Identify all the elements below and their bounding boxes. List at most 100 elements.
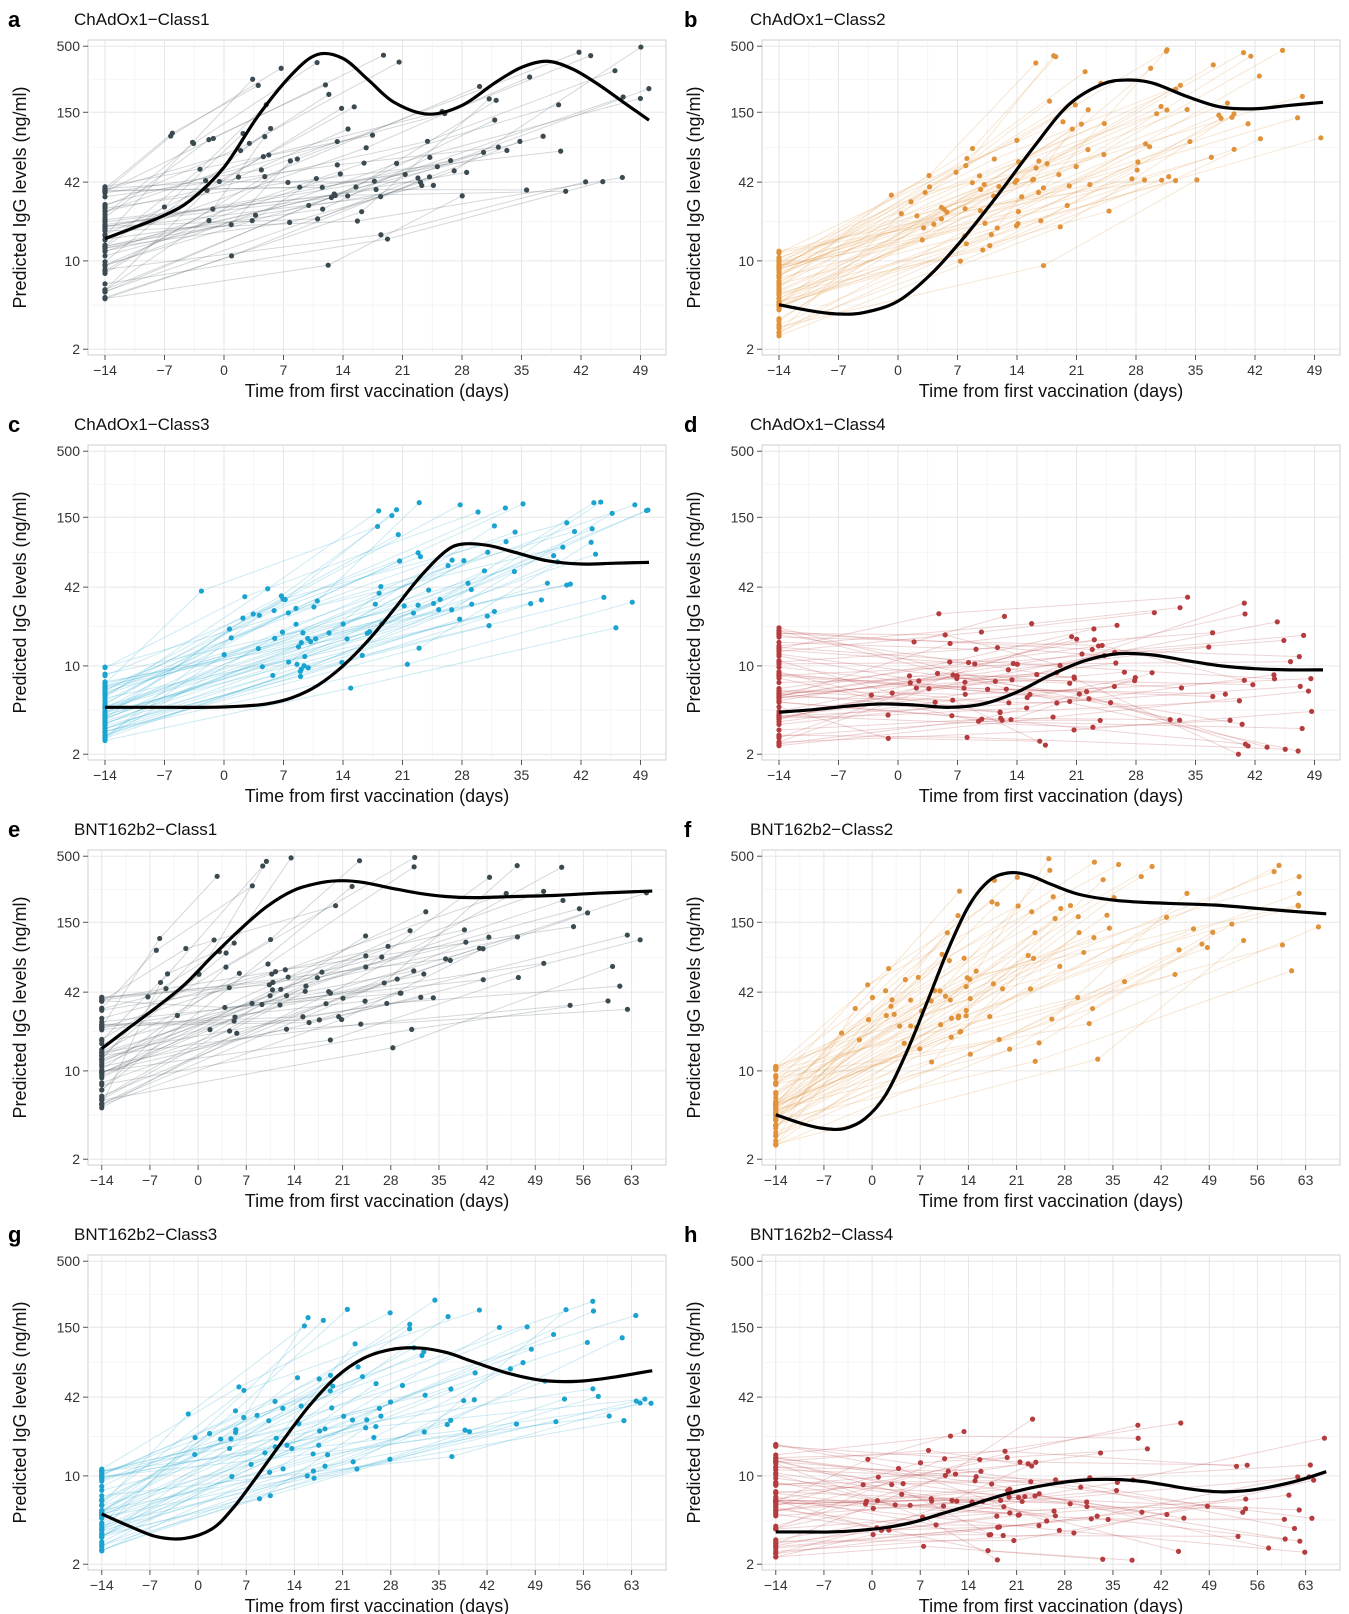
mean-curve <box>778 651 1324 714</box>
data-point <box>393 160 400 166</box>
x-tick-label: −14 <box>767 767 791 783</box>
x-tick-label: 21 <box>395 362 411 378</box>
data-point <box>1084 1503 1090 1510</box>
data-point <box>334 162 340 168</box>
data-point <box>1184 890 1190 896</box>
data-point <box>989 1481 995 1487</box>
data-point <box>963 1007 969 1014</box>
y-tick-label: 42 <box>738 579 754 595</box>
data-point <box>102 228 108 234</box>
data-point <box>612 68 618 74</box>
data-point <box>242 594 248 600</box>
data-point <box>994 225 1000 231</box>
data-point <box>773 1115 779 1121</box>
y-tick-label: 150 <box>731 104 755 120</box>
data-point <box>773 1073 779 1079</box>
data-point <box>1309 708 1315 715</box>
data-point <box>1296 890 1302 896</box>
data-point <box>427 154 433 160</box>
data-point <box>266 982 272 988</box>
y-tick-label: 500 <box>731 1253 755 1269</box>
y-axis-label: Predicted IgG levels (ng/ml) <box>684 86 704 308</box>
data-point <box>632 502 638 508</box>
data-point <box>270 672 276 679</box>
x-axis-label: Time from first vaccination (days) <box>919 786 1183 806</box>
data-point <box>344 636 350 642</box>
x-tick-label: 0 <box>894 362 902 378</box>
x-tick-label: 42 <box>573 767 589 783</box>
data-point <box>1053 54 1059 60</box>
data-point <box>1085 107 1091 113</box>
data-point <box>1073 164 1079 170</box>
data-point <box>282 596 288 603</box>
y-tick-label: 150 <box>57 509 81 525</box>
data-point <box>561 1396 568 1402</box>
x-axis-label: Time from first vaccination (days) <box>245 1191 509 1211</box>
x-tick-label: 21 <box>1009 1172 1025 1188</box>
x-tick-label: 63 <box>1298 1577 1314 1593</box>
data-point <box>1033 1459 1039 1465</box>
data-point <box>528 601 534 607</box>
x-axis-label: Time from first vaccination (days) <box>245 381 509 401</box>
data-point <box>1013 223 1020 229</box>
data-point <box>963 241 969 247</box>
data-point <box>1064 202 1070 209</box>
data-point <box>306 202 312 209</box>
data-point <box>558 148 564 154</box>
data-point <box>285 659 292 665</box>
data-point <box>1299 93 1305 99</box>
data-point <box>418 994 424 1000</box>
data-point <box>1014 874 1020 880</box>
data-point <box>260 154 266 160</box>
data-point <box>633 1312 639 1319</box>
data-point <box>330 1383 336 1389</box>
y-tick-label: 2 <box>746 746 754 762</box>
data-point <box>102 296 108 302</box>
data-point <box>407 1321 413 1327</box>
data-point <box>1296 874 1302 880</box>
data-point <box>314 598 320 604</box>
y-tick-label: 2 <box>72 341 80 357</box>
data-point <box>1084 688 1090 695</box>
data-point <box>1030 177 1036 183</box>
data-point <box>576 906 582 912</box>
y-tick-label: 500 <box>57 443 81 459</box>
data-point <box>1279 942 1286 948</box>
individual-points <box>102 44 652 302</box>
x-tick-label: 14 <box>335 362 351 378</box>
data-point <box>355 1364 361 1370</box>
data-point <box>994 901 1000 907</box>
data-point <box>1033 60 1039 66</box>
data-point <box>102 281 108 287</box>
individual-points <box>102 499 651 744</box>
data-point <box>329 1405 335 1411</box>
data-point <box>305 665 311 671</box>
data-point <box>366 629 373 635</box>
data-point <box>776 704 782 710</box>
data-point <box>99 1082 105 1088</box>
data-point <box>314 59 320 66</box>
data-point <box>973 646 979 652</box>
data-point <box>349 1417 356 1423</box>
data-point <box>560 897 566 904</box>
data-point <box>885 712 891 718</box>
data-point <box>407 928 413 934</box>
data-point <box>1256 73 1262 79</box>
data-point <box>541 960 547 966</box>
data-point <box>1209 630 1216 636</box>
data-point <box>559 864 565 870</box>
data-point <box>404 661 410 667</box>
data-point <box>495 144 501 150</box>
data-point <box>256 1496 263 1502</box>
x-tick-label: 14 <box>1009 362 1025 378</box>
data-point <box>1307 1462 1313 1468</box>
data-point <box>102 201 108 208</box>
data-point <box>1100 1556 1106 1562</box>
data-point <box>945 1468 951 1474</box>
data-point <box>1164 1511 1170 1518</box>
y-tick-label: 42 <box>738 1389 754 1405</box>
data-point <box>990 981 997 987</box>
data-point <box>1148 65 1154 71</box>
data-point <box>939 951 945 957</box>
data-point <box>994 1557 1000 1563</box>
